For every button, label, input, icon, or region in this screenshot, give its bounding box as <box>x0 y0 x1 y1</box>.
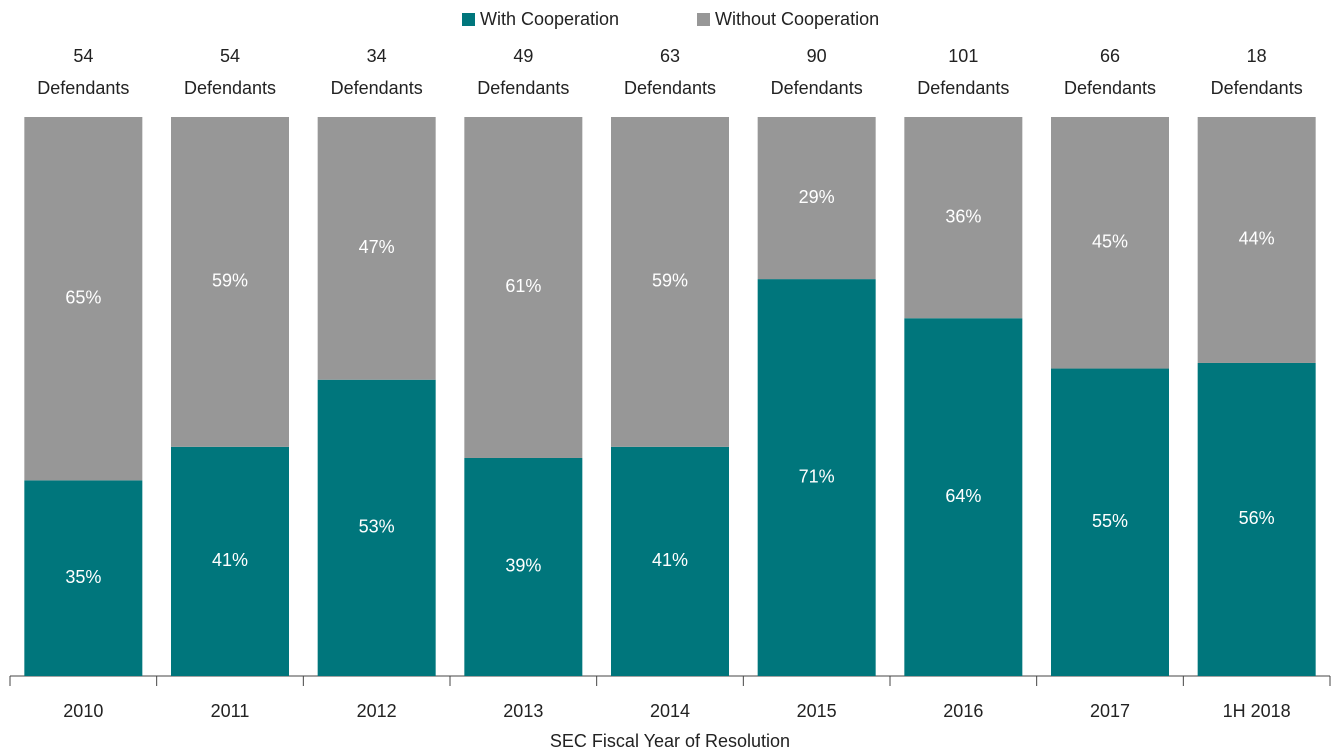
defendant-label: Defendants <box>184 78 276 98</box>
value-label: 55% <box>1092 511 1128 531</box>
value-label: 29% <box>799 187 835 207</box>
defendant-count: 34 <box>367 46 387 66</box>
x-tick-label: 1H 2018 <box>1223 701 1291 721</box>
defendant-label: Defendants <box>1211 78 1303 98</box>
bar-segment <box>171 446 289 676</box>
defendant-label: Defendants <box>1064 78 1156 98</box>
defendant-label: Defendants <box>37 78 129 98</box>
bar-segment <box>1051 117 1169 369</box>
value-label: 71% <box>799 466 835 486</box>
bar-segment <box>1051 368 1169 676</box>
defendant-label: Defendants <box>771 78 863 98</box>
value-label: 61% <box>505 276 541 296</box>
x-tick-label: 2015 <box>797 701 837 721</box>
bar-segment <box>171 117 289 447</box>
legend-swatch <box>697 13 710 26</box>
defendant-count: 49 <box>513 46 533 66</box>
value-label: 59% <box>652 271 688 291</box>
bar-segment <box>757 117 876 280</box>
bar-segment <box>24 117 143 481</box>
defendant-label: Defendants <box>331 78 423 98</box>
defendant-count: 54 <box>220 46 240 66</box>
bar-segment <box>611 117 729 447</box>
defendant-count: 90 <box>807 46 827 66</box>
bar-segment <box>904 318 1023 676</box>
defendant-count: 63 <box>660 46 680 66</box>
bar-segment <box>611 446 729 676</box>
value-label: 59% <box>212 271 248 291</box>
bar-segment <box>757 279 876 676</box>
bar-segment <box>904 117 1023 319</box>
bar-segment <box>24 480 143 676</box>
value-label: 64% <box>945 486 981 506</box>
x-tick-label: 2012 <box>357 701 397 721</box>
x-tick-label: 2013 <box>503 701 543 721</box>
value-label: 53% <box>359 517 395 537</box>
x-tick-label: 2014 <box>650 701 690 721</box>
defendant-count: 18 <box>1247 46 1267 66</box>
value-label: 56% <box>1239 508 1275 528</box>
legend-label: Without Cooperation <box>715 9 879 29</box>
bar-segment <box>317 117 436 380</box>
value-label: 36% <box>945 206 981 226</box>
value-label: 45% <box>1092 232 1128 252</box>
bar-segment <box>464 457 583 676</box>
defendant-count: 66 <box>1100 46 1120 66</box>
value-label: 44% <box>1239 229 1275 249</box>
value-label: 47% <box>359 237 395 257</box>
value-label: 65% <box>65 287 101 307</box>
x-tick-label: 2010 <box>63 701 103 721</box>
defendant-count: 101 <box>948 46 978 66</box>
value-label: 41% <box>652 550 688 570</box>
bar-segment <box>317 379 436 676</box>
x-axis-title: SEC Fiscal Year of Resolution <box>550 731 790 751</box>
bar-segment <box>464 117 583 458</box>
value-label: 41% <box>212 550 248 570</box>
defendant-label: Defendants <box>477 78 569 98</box>
defendant-count: 54 <box>73 46 93 66</box>
defendant-label: Defendants <box>624 78 716 98</box>
value-label: 35% <box>65 567 101 587</box>
defendant-label: Defendants <box>917 78 1009 98</box>
legend-swatch <box>462 13 475 26</box>
x-tick-label: 2011 <box>211 701 250 721</box>
x-tick-label: 2017 <box>1090 701 1130 721</box>
bar-segment <box>1197 117 1316 363</box>
legend-label: With Cooperation <box>480 9 619 29</box>
bar-segment <box>1197 362 1316 676</box>
x-tick-label: 2016 <box>943 701 983 721</box>
value-label: 39% <box>505 556 541 576</box>
